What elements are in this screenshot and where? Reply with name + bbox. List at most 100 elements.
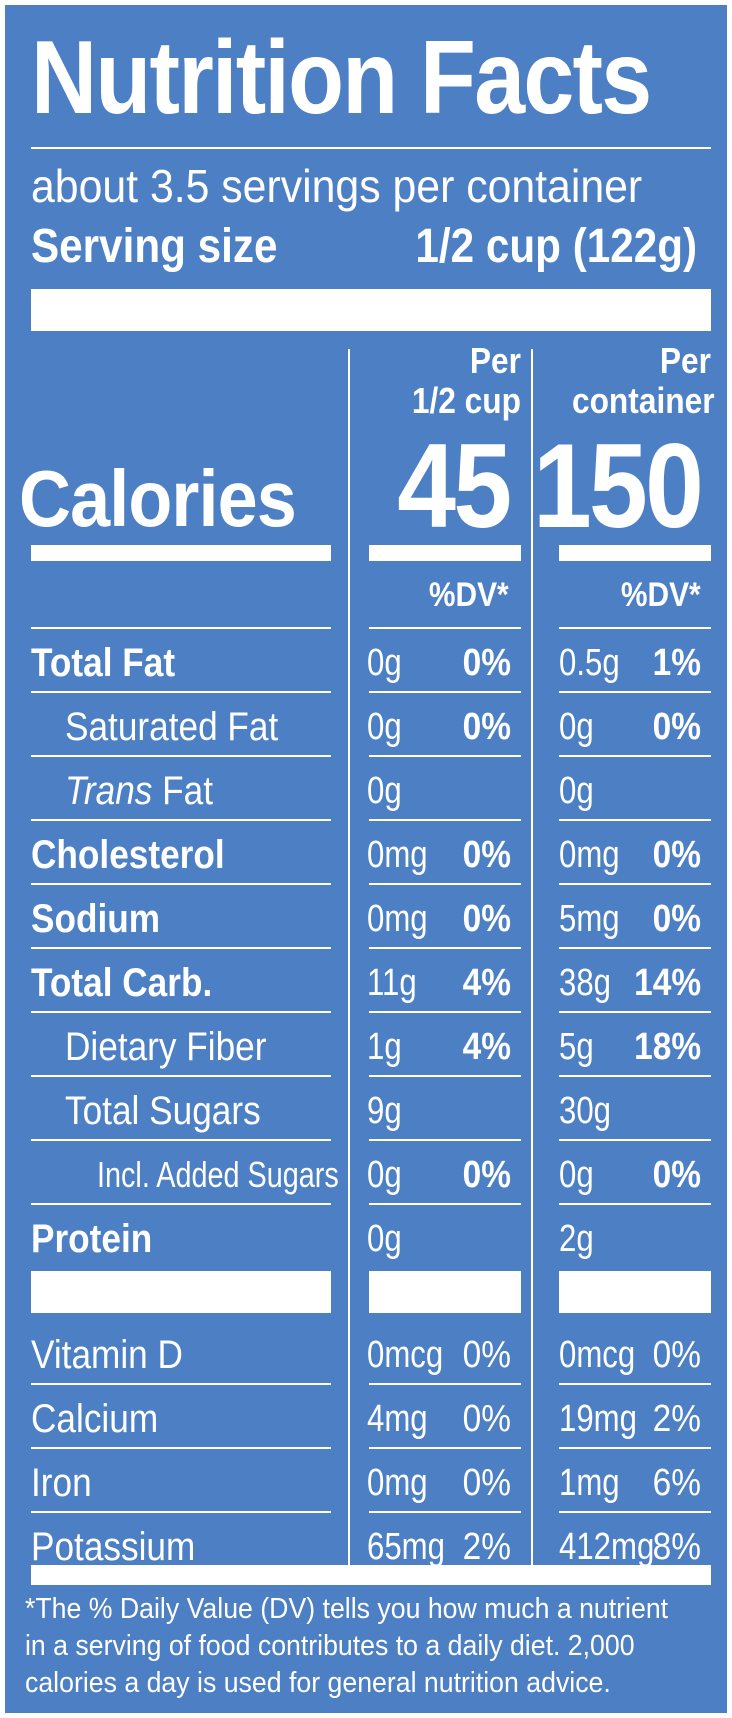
dv-per-container: 18%	[634, 1026, 701, 1068]
label-title: Nutrition Facts	[31, 20, 652, 136]
row-rule	[369, 1203, 521, 1205]
row-rule	[369, 691, 521, 693]
dv-per-container: 0%	[652, 1154, 701, 1196]
amount-per-container: 5mg	[559, 898, 620, 940]
amount-per-container: 0g	[559, 706, 594, 748]
row-rule	[559, 1383, 711, 1385]
amount-per-serving: 0g	[367, 642, 402, 684]
amount-per-serving: 0g	[367, 1154, 402, 1196]
row-rule	[559, 819, 711, 821]
amount-per-serving: 0g	[367, 770, 402, 812]
nutrient-name: Saturated Fat	[65, 705, 279, 749]
amount-per-container: 0g	[559, 770, 594, 812]
row-rule	[559, 883, 711, 885]
dv-per-container: 0%	[652, 898, 701, 940]
per-serving-header-line2: 1/2 cup	[411, 380, 521, 421]
amount-per-serving: 0g	[367, 706, 402, 748]
calories-rule-mid	[369, 545, 521, 561]
vitamin-name: Calcium	[31, 1397, 159, 1441]
nutrient-name: Sodium	[31, 897, 161, 941]
row-rule	[369, 1511, 521, 1513]
servings-per-container: about 3.5 servings per container	[31, 160, 643, 212]
dv-per-serving: 0%	[462, 898, 511, 940]
vitamin-amount-per-serving: 0mg	[367, 1462, 428, 1504]
row-rule	[369, 1139, 521, 1141]
row-rule	[559, 947, 711, 949]
serving-size-label: Serving size	[31, 220, 278, 273]
thick-rule-bottom	[31, 1565, 711, 1585]
nutrient-name: Protein	[31, 1217, 153, 1261]
amount-per-container: 2g	[559, 1218, 594, 1260]
dv-header-container: %DV*	[621, 576, 701, 614]
calories-per-container: 150	[532, 419, 704, 553]
calories-per-serving: 45	[396, 419, 512, 553]
dv-per-container: 0%	[652, 706, 701, 748]
row-rule	[31, 819, 331, 821]
dv-per-serving: 4%	[462, 962, 511, 1004]
row-rule	[31, 755, 331, 757]
nutrient-name: Total Sugars	[65, 1089, 261, 1133]
vitamin-amount-per-serving: 0mcg	[367, 1334, 444, 1376]
amount-per-container: 5g	[559, 1026, 594, 1068]
amount-per-serving: 1g	[367, 1026, 402, 1068]
nutrient-name: Total Carb.	[31, 961, 213, 1005]
vitamin-name: Iron	[31, 1461, 92, 1505]
row-rule	[559, 1447, 711, 1449]
serving-size-value: 1/2 cup (122g)	[415, 220, 697, 273]
title-rule	[31, 147, 711, 149]
row-rule	[31, 1139, 331, 1141]
row-rule	[369, 627, 521, 629]
footnote: *The % Daily Value (DV) tells you how mu…	[25, 1593, 669, 1699]
per-serving-header: Per 1/2 cup	[384, 341, 521, 421]
vitamin-band	[369, 1271, 521, 1313]
per-container-header-line2: container	[571, 380, 715, 421]
row-rule	[559, 1075, 711, 1077]
nutrient-name: Total Fat	[31, 641, 176, 685]
calories-rule-left	[31, 545, 331, 561]
nutrient-name: Dietary Fiber	[65, 1025, 267, 1069]
per-container-header-line1: Per	[659, 340, 711, 381]
vitamin-band	[31, 1271, 331, 1313]
row-rule	[31, 691, 331, 693]
dv-per-serving: 0%	[462, 706, 511, 748]
vitamin-dv-per-serving: 0%	[462, 1334, 511, 1376]
vitamin-amount-per-serving: 65mg	[367, 1526, 445, 1568]
row-rule	[559, 1203, 711, 1205]
row-rule	[559, 1511, 711, 1513]
nutrient-name: Cholesterol	[31, 833, 225, 877]
row-rule	[31, 1203, 331, 1205]
dv-per-container: 14%	[634, 962, 701, 1004]
vitamin-dv-per-container: 2%	[652, 1398, 701, 1440]
row-rule	[369, 947, 521, 949]
dv-per-serving: 0%	[462, 834, 511, 876]
amount-per-container: 38g	[559, 962, 611, 1004]
row-rule	[31, 1511, 331, 1513]
vitamin-amount-per-container: 1mg	[559, 1462, 620, 1504]
vitamin-dv-per-serving: 0%	[462, 1462, 511, 1504]
amount-per-container: 0mg	[559, 834, 620, 876]
row-rule	[31, 1075, 331, 1077]
row-rule	[31, 627, 331, 629]
vitamin-name: Potassium	[31, 1525, 196, 1569]
vitamin-dv-per-container: 0%	[652, 1334, 701, 1376]
vitamin-band	[559, 1271, 711, 1313]
thick-rule-top	[31, 289, 711, 331]
row-rule	[369, 1011, 521, 1013]
row-rule	[31, 1447, 331, 1449]
dv-per-container: 0%	[652, 834, 701, 876]
column-divider-1	[348, 349, 350, 1565]
calories-rule-right	[559, 545, 711, 561]
amount-per-container: 0g	[559, 1154, 594, 1196]
row-rule	[31, 1011, 331, 1013]
row-rule	[31, 947, 331, 949]
dv-per-container: 1%	[652, 642, 701, 684]
row-rule	[369, 755, 521, 757]
dv-per-serving: 0%	[462, 1154, 511, 1196]
dv-per-serving: 0%	[462, 642, 511, 684]
nutrient-name: Trans Fat	[65, 769, 214, 813]
amount-per-serving: 9g	[367, 1090, 402, 1132]
vitamin-amount-per-container: 0mcg	[559, 1334, 636, 1376]
dv-header-serving: %DV*	[429, 576, 509, 614]
row-rule	[559, 755, 711, 757]
